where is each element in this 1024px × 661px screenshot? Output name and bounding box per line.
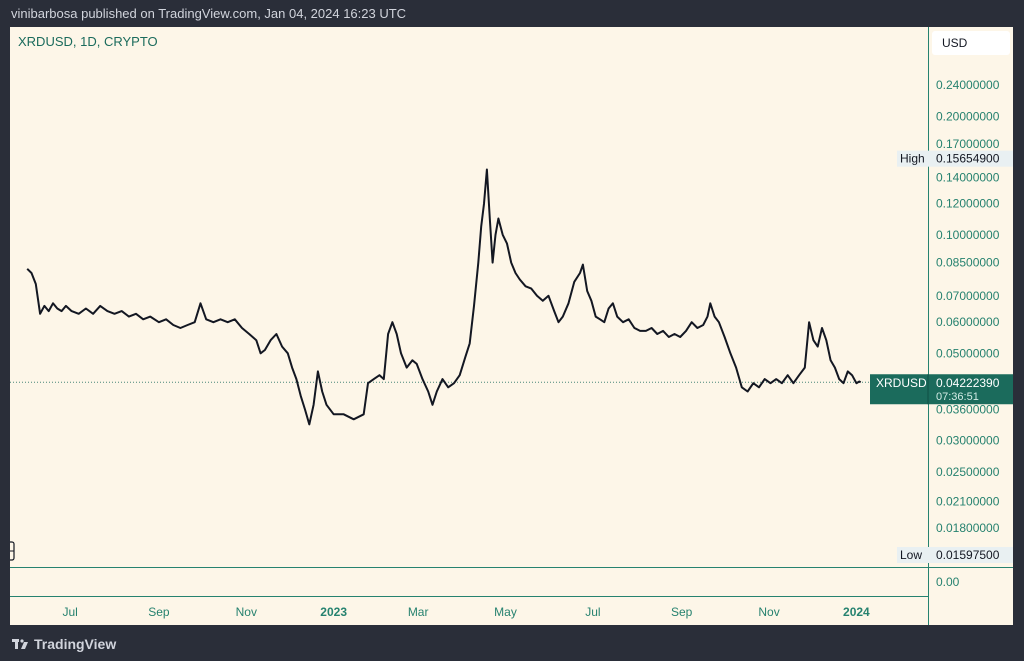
symbol-title[interactable]: XRDUSD, 1D, CRYPTO [18, 34, 158, 49]
price-tick-label-4: 0.12000000 [936, 197, 1000, 211]
high-price-label: High [900, 152, 925, 166]
high-low-labels: High 0.15654900 Low 0.01597500 [897, 150, 1013, 563]
time-tick-label-9: 2024 [843, 605, 870, 619]
price-tick-label-14: 0.01800000 [936, 521, 1000, 535]
time-axis-labels[interactable]: Jul Sep Nov 2023 Mar May Jul Sep Nov 2024 [62, 605, 870, 619]
price-tick-label-12: 0.02500000 [936, 465, 1000, 479]
low-price-badge [897, 547, 1013, 563]
price-tick-label-8: 0.06000000 [936, 315, 1000, 329]
price-tick-label-9: 0.05000000 [936, 346, 1000, 360]
time-tick-label-7: Sep [671, 605, 693, 619]
publisher-line: vinibarbosa published on TradingView.com… [11, 6, 407, 21]
price-tick-label-1: 0.20000000 [936, 109, 1000, 123]
price-tick-label-10: 0.03600000 [936, 403, 1000, 417]
price-tick-label-zero: 0.00 [936, 575, 960, 589]
price-tick-label-7: 0.07000000 [936, 289, 1000, 303]
time-tick-label-1: Sep [148, 605, 170, 619]
price-axis-labels[interactable]: 0.24000000 0.20000000 0.17000000 0.14000000… [936, 78, 1000, 589]
price-tick-label-11: 0.03000000 [936, 434, 1000, 448]
time-tick-label-4: Mar [408, 605, 429, 619]
price-series-line[interactable] [26, 168, 862, 426]
price-tick-label-5: 0.10000000 [936, 228, 1000, 242]
high-price-badge [897, 150, 1013, 167]
tradingview-logo-icon[interactable] [12, 636, 28, 652]
chart-frame: XRDUSD, 1D, CRYPTO USD 0.24000000 0.20000… [10, 27, 1013, 625]
time-tick-label-5: May [494, 605, 517, 619]
price-tick-label-2: 0.17000000 [936, 137, 1000, 151]
last-price-badge [870, 374, 1013, 405]
low-price-value: 0.01597500 [936, 548, 1000, 562]
currency-button[interactable] [932, 31, 1010, 55]
bar-countdown: 07:36:51 [936, 391, 979, 403]
footer-brand[interactable]: TradingView [34, 636, 117, 652]
price-chart[interactable]: XRDUSD, 1D, CRYPTO USD 0.24000000 0.20000… [10, 27, 1013, 625]
footer: TradingView [0, 626, 1024, 661]
price-tick-label-13: 0.02100000 [936, 495, 1000, 509]
time-tick-label-6: Jul [585, 605, 600, 619]
time-tick-label-8: Nov [758, 605, 779, 619]
last-price-symbol: XRDUSD [876, 376, 927, 390]
price-tick-label-6: 0.08500000 [936, 256, 1000, 270]
high-price-value: 0.15654900 [936, 152, 1000, 166]
time-tick-label-2: Nov [236, 605, 257, 619]
chart-background [10, 27, 1013, 625]
last-price-value: 0.04222390 [936, 376, 1000, 390]
low-price-label: Low [900, 548, 922, 562]
currency-label: USD [942, 36, 968, 50]
pane-handle-icon[interactable] [10, 541, 15, 561]
price-tick-label-0: 0.24000000 [936, 78, 1000, 92]
price-tick-label-3: 0.14000000 [936, 170, 1000, 184]
time-tick-label-3: 2023 [320, 605, 347, 619]
time-tick-label-0: Jul [62, 605, 77, 619]
